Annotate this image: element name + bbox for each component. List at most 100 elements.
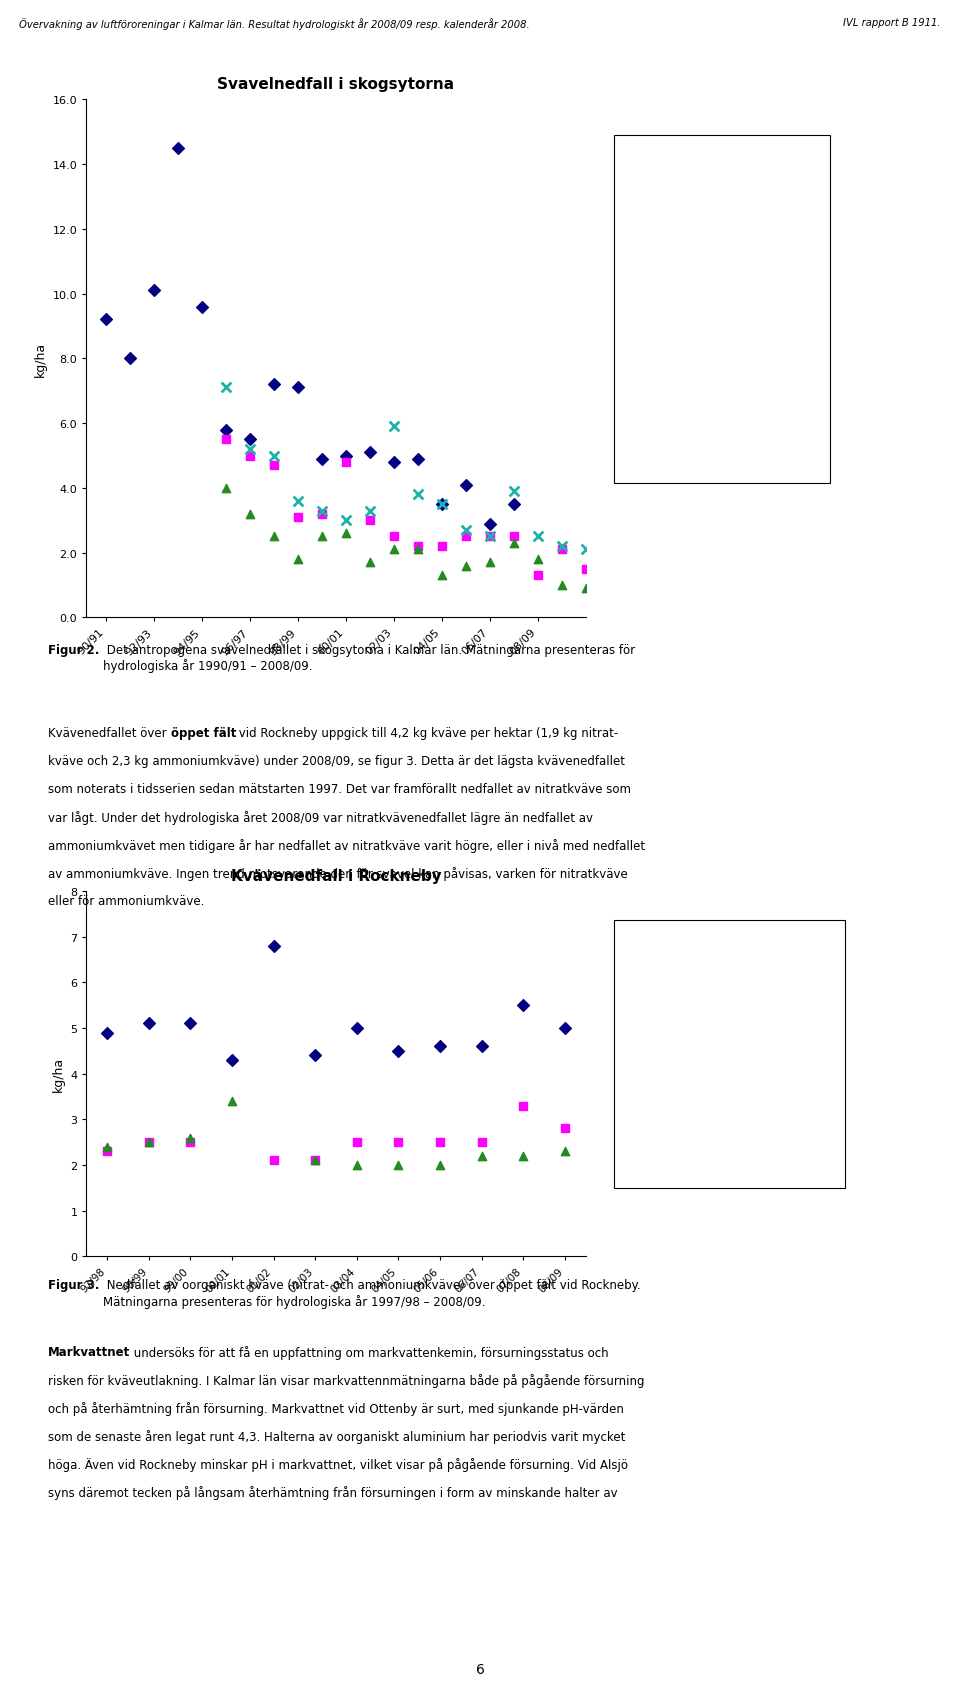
Point	[506, 479, 521, 506]
Point	[218, 426, 233, 453]
Point	[634, 253, 649, 280]
Point	[338, 443, 353, 470]
Point	[530, 562, 545, 589]
Text: som noterats i tidsserien sedan mätstarten 1997. Det var framförallt nedfallet a: som noterats i tidsserien sedan mätstart…	[48, 783, 631, 796]
Point	[434, 491, 449, 518]
Point	[170, 136, 185, 163]
Point	[557, 1116, 572, 1143]
Point	[218, 475, 233, 503]
Point	[225, 1088, 240, 1116]
Text: vid Rockneby uppgick till 4,2 kg kväve per hektar (1,9 kg nitrat-: vid Rockneby uppgick till 4,2 kg kväve p…	[235, 727, 618, 740]
Point	[634, 1119, 649, 1146]
Point	[141, 1129, 156, 1156]
Point	[458, 518, 473, 545]
Point	[141, 1010, 156, 1037]
Point	[349, 1015, 365, 1043]
Point	[314, 498, 329, 525]
Point	[634, 402, 649, 430]
Text: Kvävenedfallet över: Kvävenedfallet över	[48, 727, 170, 740]
Text: kväve och 2,3 kg ammoniumkväve) under 2008/09, se figur 3. Detta är det lägsta k: kväve och 2,3 kg ammoniumkväve) under 20…	[48, 754, 625, 767]
Point	[516, 1092, 531, 1119]
Point	[386, 448, 401, 475]
Point	[146, 277, 161, 304]
Text: Nedfallet av oorganiskt kväve (nitrat- och ammoniumkväve) över öppet fält vid Ro: Nedfallet av oorganiskt kväve (nitrat- o…	[103, 1279, 640, 1307]
Point	[218, 375, 233, 402]
Text: var lågt. Under det hydrologiska året 2008/09 var nitratkvävenedfallet lägre än : var lågt. Under det hydrologiska året 20…	[48, 812, 593, 825]
Text: och på återhämtning från försurning. Markvattnet vid Ottenby är surt, med sjunka: och på återhämtning från försurning. Mar…	[48, 1401, 624, 1414]
Point	[458, 554, 473, 581]
Point	[338, 448, 353, 475]
Point	[482, 511, 497, 538]
Text: öppet fält: öppet fält	[171, 727, 236, 740]
Point	[100, 1019, 115, 1046]
Point	[506, 530, 521, 557]
Point	[432, 1129, 447, 1156]
Point	[182, 1129, 198, 1156]
Point	[290, 504, 305, 531]
Point	[182, 1010, 198, 1037]
Text: ammoniumkvävet men tidigare år har nedfallet av nitratkväve varit högre, eller i: ammoniumkvävet men tidigare år har nedfa…	[48, 839, 645, 852]
Text: Det antropogena svavelnedfallet i skogsytorna i Kalmar län. Mätningarna presente: Det antropogena svavelnedfallet i skogsy…	[103, 644, 635, 672]
Point	[506, 523, 521, 550]
Point	[307, 1043, 323, 1070]
Text: ammoniumkväve: ammoniumkväve	[672, 1126, 780, 1139]
Point	[578, 576, 593, 603]
Point	[391, 1129, 406, 1156]
Point	[242, 426, 257, 453]
Point	[242, 436, 257, 464]
Point	[266, 452, 281, 479]
Point	[516, 992, 531, 1019]
Point	[290, 375, 305, 402]
Text: risken för kväveutlakning. I Kalmar län visar markvattennmätningarna både på påg: risken för kväveutlakning. I Kalmar län …	[48, 1372, 644, 1387]
Point	[266, 523, 281, 550]
Point	[599, 1051, 614, 1078]
Text: nitratkväve: nitratkväve	[672, 1048, 743, 1061]
Point	[100, 1134, 115, 1161]
Point	[242, 443, 257, 470]
Point	[386, 537, 401, 564]
Point	[599, 1156, 614, 1184]
Point	[578, 555, 593, 582]
Point	[506, 491, 521, 518]
Y-axis label: kg/ha: kg/ha	[52, 1056, 64, 1092]
Point	[634, 963, 649, 990]
Point	[458, 472, 473, 499]
Text: Risebo: Risebo	[672, 335, 714, 348]
Point	[362, 508, 377, 535]
Title: Kvävenedfall i Rockneby: Kvävenedfall i Rockneby	[230, 868, 442, 883]
Point	[349, 1151, 365, 1178]
Point	[225, 1046, 240, 1073]
Text: Figur 3.: Figur 3.	[48, 1279, 100, 1292]
Point	[516, 1143, 531, 1170]
Text: som de senaste åren legat runt 4,3. Halterna av oorganiskt aluminium har periodv: som de senaste åren legat runt 4,3. Halt…	[48, 1430, 625, 1443]
Point	[266, 443, 281, 470]
Point	[314, 523, 329, 550]
Point	[434, 562, 449, 589]
Point	[338, 508, 353, 535]
Point	[307, 1148, 323, 1175]
Point	[474, 1143, 490, 1170]
Point	[290, 487, 305, 514]
Text: IVL rapport B 1911.: IVL rapport B 1911.	[843, 17, 941, 27]
Point	[386, 414, 401, 441]
Point	[290, 547, 305, 574]
Text: eller för ammoniumkväve.: eller för ammoniumkväve.	[48, 895, 204, 908]
Title: Svavelnedfall i skogsytorna: Svavelnedfall i skogsytorna	[217, 76, 455, 92]
Point	[482, 523, 497, 550]
Point	[410, 447, 425, 474]
Point	[578, 537, 593, 564]
Y-axis label: kg/ha: kg/ha	[34, 341, 47, 377]
Point	[266, 372, 281, 399]
Text: av ammoniumkväve. Ingen trend motsvarande den för svavel kan påvisas, varken för: av ammoniumkväve. Ingen trend motsvarand…	[48, 868, 628, 881]
Point	[362, 440, 377, 467]
Text: Övervakning av luftföroreningar i Kalmar län. Resultat hydrologiskt år 2008/09 r: Övervakning av luftföroreningar i Kalmar…	[19, 17, 530, 31]
Point	[554, 572, 569, 599]
Point	[194, 294, 209, 321]
Point	[242, 501, 257, 528]
Point	[100, 1138, 115, 1165]
Point	[410, 533, 425, 560]
Point	[314, 501, 329, 528]
Point	[554, 533, 569, 560]
Point	[432, 1151, 447, 1178]
Text: Ottenby: Ottenby	[672, 185, 723, 199]
